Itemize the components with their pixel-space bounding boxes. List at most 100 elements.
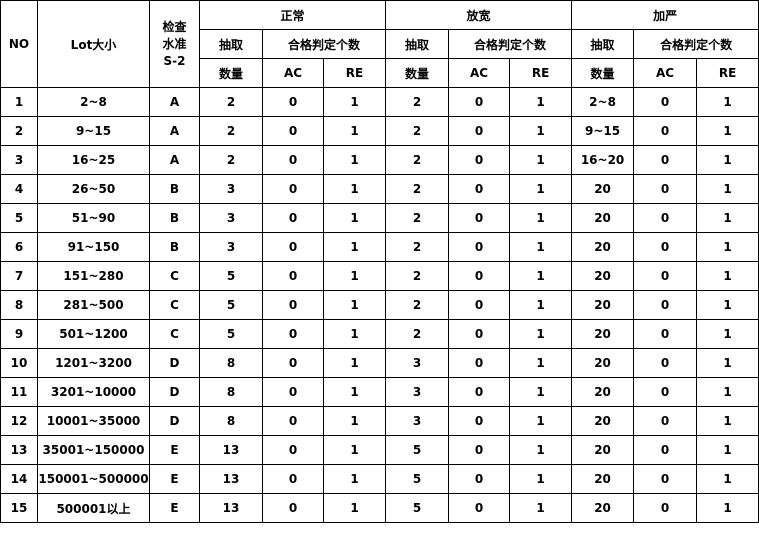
table-cell: 3 xyxy=(385,377,450,407)
table-cell: 0 xyxy=(633,464,698,494)
table-cell: 0 xyxy=(262,261,324,291)
table-cell: 20 xyxy=(571,203,635,233)
table-cell: 0 xyxy=(633,174,698,204)
table-cell: 10001~35000 xyxy=(37,406,150,436)
header-cell: 抽取 xyxy=(385,29,450,59)
header-cell: RE xyxy=(696,58,759,88)
table-cell: 1 xyxy=(509,348,573,378)
table-cell: 0 xyxy=(448,406,511,436)
header-cell: 抽取 xyxy=(571,29,635,59)
header-line: 水准 xyxy=(162,36,187,51)
table-cell: 501~1200 xyxy=(37,319,150,349)
table-cell: 0 xyxy=(448,145,511,175)
header-cell: AC xyxy=(448,58,511,88)
table-cell: C xyxy=(149,290,200,320)
table-cell: 0 xyxy=(633,203,698,233)
table-cell: B xyxy=(149,174,200,204)
table-cell: 8 xyxy=(199,406,263,436)
table-row: 13 35001~150000 E 13 0 1 5 0 1 20 0 1 xyxy=(0,435,759,465)
table-cell: 0 xyxy=(633,232,698,262)
table-cell: 0 xyxy=(262,145,324,175)
table-cell: E xyxy=(149,464,200,494)
table-cell: 1 xyxy=(322,116,387,146)
table-cell: 1 xyxy=(509,319,573,349)
table-row: 12 10001~35000 D 8 0 1 3 0 1 20 0 1 xyxy=(0,406,759,436)
table-cell: 150001~500000 xyxy=(37,464,150,494)
table-cell: 20 xyxy=(571,290,635,320)
table-cell: 1 xyxy=(322,203,387,233)
table-cell: 0 xyxy=(262,348,324,378)
table-row: 2 9~15 A 2 0 1 2 0 1 9~15 0 1 xyxy=(0,116,759,146)
table-cell: 2 xyxy=(199,116,263,146)
table-cell: 1 xyxy=(696,406,759,436)
table-cell: 1 xyxy=(0,87,38,117)
table-cell: 151~280 xyxy=(37,261,150,291)
table-cell: 1 xyxy=(696,116,759,146)
table-cell: 0 xyxy=(448,203,511,233)
table-cell: A xyxy=(149,87,200,117)
table-cell: 0 xyxy=(633,261,698,291)
table-row: 7 151~280 C 5 0 1 2 0 1 20 0 1 xyxy=(0,261,759,291)
table-row: 3 16~25 A 2 0 1 2 0 1 16~20 0 1 xyxy=(0,145,759,175)
table-cell: 1 xyxy=(322,319,387,349)
table-cell: 0 xyxy=(448,377,511,407)
table-cell: 1 xyxy=(509,174,573,204)
table-cell: 1 xyxy=(322,145,387,175)
table-cell: 2 xyxy=(385,174,450,204)
table-cell: 20 xyxy=(571,174,635,204)
table-cell: 0 xyxy=(262,87,324,117)
table-cell: 2 xyxy=(385,232,450,262)
table-cell: 1 xyxy=(322,87,387,117)
table-cell: D xyxy=(149,406,200,436)
table-cell: 1 xyxy=(696,493,759,523)
table-cell: 3 xyxy=(199,232,263,262)
header-line: S-2 xyxy=(163,53,186,68)
table-cell: 1 xyxy=(696,203,759,233)
table-cell: 5 xyxy=(199,319,263,349)
table-header: NO Lot大小 检查 水准 S-2 正常 放宽 加严 抽取 合格判定个数 抽取… xyxy=(0,0,759,88)
table-cell: D xyxy=(149,348,200,378)
table-cell: 0 xyxy=(262,377,324,407)
table-cell: 9~15 xyxy=(571,116,635,146)
table-cell: 1 xyxy=(696,435,759,465)
table-cell: 0 xyxy=(633,493,698,523)
table-cell: 5 xyxy=(385,493,450,523)
table-cell: 20 xyxy=(571,406,635,436)
table-cell: 2~8 xyxy=(37,87,150,117)
table-cell: 1 xyxy=(696,174,759,204)
header-cell: 合格判定个数 xyxy=(261,29,387,59)
table-cell: 281~500 xyxy=(37,290,150,320)
table-row: 6 91~150 B 3 0 1 2 0 1 20 0 1 xyxy=(0,232,759,262)
table-cell: 0 xyxy=(633,435,698,465)
table-cell: 13 xyxy=(0,435,38,465)
header-cell: 数量 xyxy=(571,58,635,88)
sampling-table: NO Lot大小 检查 水准 S-2 正常 放宽 加严 抽取 合格判定个数 抽取… xyxy=(0,0,759,523)
table-cell: 12 xyxy=(0,406,38,436)
table-cell: 0 xyxy=(448,348,511,378)
table-cell: 9 xyxy=(0,319,38,349)
table-cell: 1 xyxy=(509,145,573,175)
table-cell: 0 xyxy=(262,290,324,320)
table-cell: 0 xyxy=(448,493,511,523)
table-cell: C xyxy=(149,261,200,291)
table-cell: 1 xyxy=(322,435,387,465)
header-cell: 检查 水准 S-2 xyxy=(149,0,200,88)
table-cell: 3 xyxy=(385,406,450,436)
table-cell: 1 xyxy=(322,261,387,291)
table-cell: 8 xyxy=(199,377,263,407)
table-cell: 26~50 xyxy=(37,174,150,204)
table-body: 1 2~8 A 2 0 1 2 0 1 2~8 0 1 2 9~15 A 2 0 1 2 0 1 9~15 0 1 3 16~25… xyxy=(0,87,759,523)
table-cell: 0 xyxy=(262,232,324,262)
table-cell: 4 xyxy=(0,174,38,204)
table-cell: 2 xyxy=(385,116,450,146)
table-cell: 1 xyxy=(509,203,573,233)
table-cell: 1 xyxy=(322,174,387,204)
table-cell: 1 xyxy=(509,464,573,494)
table-cell: 5 xyxy=(199,261,263,291)
table-cell: 10 xyxy=(0,348,38,378)
group-title: 放宽 xyxy=(385,0,573,30)
table-cell: 9~15 xyxy=(37,116,150,146)
header-cell: 数量 xyxy=(385,58,450,88)
table-cell: E xyxy=(149,493,200,523)
table-row: 11 3201~10000 D 8 0 1 3 0 1 20 0 1 xyxy=(0,377,759,407)
